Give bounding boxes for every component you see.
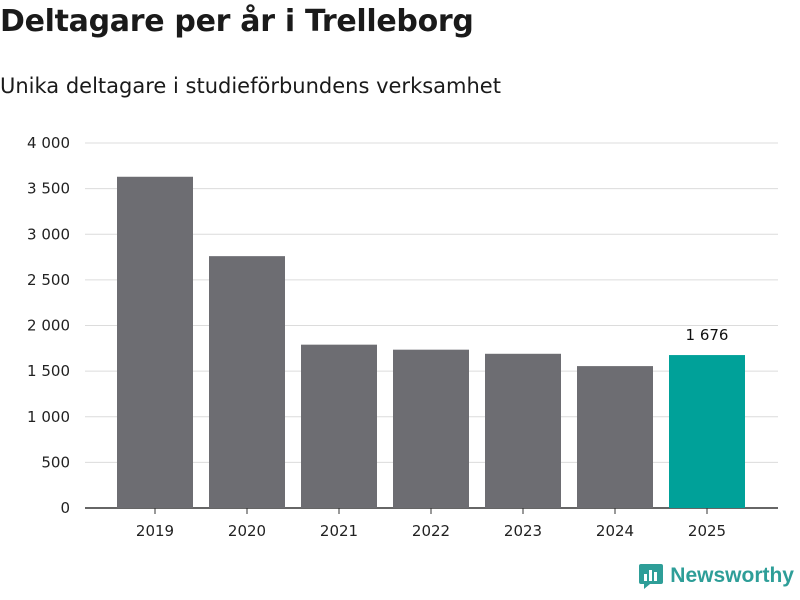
bar-2019 — [117, 176, 193, 508]
bar-2023 — [485, 353, 561, 508]
y-tick-label: 1 500 — [27, 362, 70, 380]
x-tick-label: 2025 — [688, 522, 726, 540]
bar-2021 — [301, 344, 377, 508]
bar-2025 — [669, 355, 745, 508]
newsworthy-logo-icon — [639, 564, 664, 589]
x-tick-label: 2021 — [320, 522, 358, 540]
y-tick-label: 2 000 — [27, 317, 70, 335]
chart-subtitle: Unika deltagare i studieförbundens verks… — [0, 74, 501, 98]
x-tick-label: 2023 — [504, 522, 542, 540]
y-tick-label: 2 500 — [27, 271, 70, 289]
x-tick-label: 2020 — [228, 522, 266, 540]
newsworthy-logo: Newsworthy — [638, 562, 794, 590]
x-axis-ticks: 2019 2020 2021 2022 2023 2024 2025 — [136, 508, 726, 540]
y-tick-label: 3 000 — [27, 225, 70, 243]
bars — [117, 176, 745, 508]
chart-title: Deltagare per år i Trelleborg — [0, 4, 474, 39]
x-tick-label: 2022 — [412, 522, 450, 540]
data-labels: 1 676 — [686, 326, 729, 344]
y-tick-label: 0 — [60, 499, 70, 517]
data-label: 1 676 — [686, 326, 729, 344]
y-tick-label: 1 000 — [27, 408, 70, 426]
x-tick-label: 2019 — [136, 522, 174, 540]
y-tick-label: 4 000 — [27, 134, 70, 152]
x-tick-label: 2024 — [596, 522, 634, 540]
y-tick-label: 3 500 — [27, 180, 70, 198]
bar-2020 — [209, 256, 285, 508]
y-tick-label: 500 — [41, 453, 70, 471]
gridlines — [85, 142, 778, 509]
y-axis-ticks: 0 500 1 000 1 500 2 000 2 500 3 000 3 500 4 000 — [27, 134, 70, 517]
newsworthy-logo-text: Newsworthy — [670, 564, 794, 587]
bar-2024 — [577, 366, 653, 508]
bar-2022 — [393, 349, 469, 508]
